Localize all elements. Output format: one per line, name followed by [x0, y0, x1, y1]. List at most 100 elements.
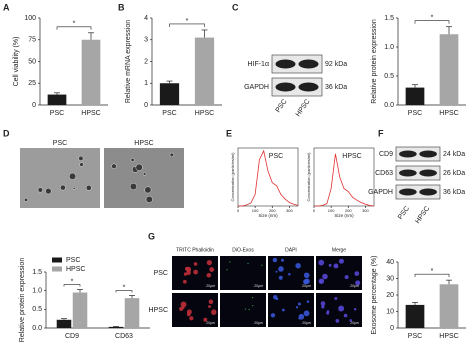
scale-label: 20μm [350, 284, 359, 288]
significance: * [123, 284, 126, 291]
cell [295, 262, 301, 269]
y-tick-label: 50 [28, 58, 36, 65]
cell [278, 266, 284, 272]
x-axis-label: Size (nm) [258, 213, 278, 218]
panel-letter: F [378, 128, 384, 138]
panel-letter: C [232, 2, 239, 12]
lane-label: HPSC [414, 205, 431, 225]
vesicle [60, 184, 66, 191]
blot-row-label: CD63 [375, 170, 393, 177]
legend-swatch [52, 257, 62, 263]
vesicle [145, 195, 153, 203]
lane-label: PSC [275, 98, 289, 114]
y-tick-label: 2 [144, 58, 148, 65]
y-tick-label: 0.5 [32, 306, 42, 313]
cell [333, 263, 339, 269]
y-axis-label: Relative mRNA expression [125, 20, 132, 103]
x-tick-label: 100 [328, 208, 335, 213]
plot-label: HPSC [342, 153, 361, 160]
significance-bracket [115, 290, 133, 293]
blot-band [298, 59, 319, 69]
cell [334, 297, 338, 300]
y-tick-label: 1 [144, 80, 148, 87]
cell [229, 261, 231, 263]
cell [208, 305, 211, 309]
y-tick-label: 20 [386, 292, 394, 299]
cell [247, 262, 249, 265]
y-axis-label: Concentration (particles/ml) [306, 152, 311, 202]
blot-frame [395, 146, 441, 162]
cell [288, 272, 291, 276]
blot-frame [271, 54, 323, 74]
blot-band [419, 150, 437, 158]
cell [248, 308, 250, 311]
cell [353, 307, 357, 311]
y-tick-label: 100 [24, 15, 36, 22]
significance-bracket [169, 23, 205, 27]
scale-label: 20μm [302, 321, 311, 325]
cell [181, 306, 185, 310]
vesicle [111, 163, 117, 169]
scale-label: 20μm [206, 321, 215, 325]
cell [261, 264, 263, 266]
cell [209, 267, 215, 272]
blot-band [399, 150, 417, 158]
y-tick-label: 30 [386, 275, 394, 282]
y-tick-label: 0 [144, 102, 148, 109]
cell [203, 317, 208, 322]
panel-letter: B [118, 2, 125, 12]
cell [354, 271, 360, 276]
x-tick-label: 0 [313, 208, 316, 213]
cell [338, 305, 345, 312]
cell [244, 308, 246, 310]
vesicle [142, 172, 147, 176]
cell [270, 313, 276, 318]
tem-image [20, 148, 100, 208]
cell [303, 310, 310, 317]
bar [124, 298, 140, 328]
y-axis-label: Exosome percentage (%) [371, 256, 378, 335]
bar [439, 34, 459, 105]
blot-size-label: 24 kDa [443, 151, 465, 158]
x-tick-label: PSC [408, 333, 422, 340]
fluor-image [220, 256, 266, 290]
y-tick-label: 4 [144, 15, 148, 22]
vesicle [72, 186, 76, 190]
x-tick-label: HPSC [439, 333, 458, 340]
blot-frame [395, 165, 441, 181]
blot-band [275, 59, 296, 69]
size-curve [238, 149, 299, 207]
bar [405, 304, 425, 328]
cell [297, 302, 301, 306]
size-curve [314, 153, 375, 207]
cell [208, 299, 214, 305]
blot-band [419, 188, 437, 196]
cell [189, 316, 194, 321]
blot-row-label: HIF-1α [247, 61, 269, 68]
cell [183, 272, 188, 276]
y-tick-label: 0.0 [384, 102, 394, 109]
cell [252, 305, 254, 307]
cell [338, 258, 344, 264]
bar [194, 37, 215, 106]
y-axis-label: Concentration (particles/ml) [230, 152, 235, 202]
cell [186, 312, 191, 317]
plot-label: PSC [269, 153, 283, 160]
scale-label: 20μm [302, 284, 311, 288]
column-header: DAPI [285, 247, 297, 253]
column-header: DiO-Exos [232, 247, 254, 253]
vesicle [85, 184, 92, 191]
y-tick-label: 1.0 [32, 288, 42, 295]
bar [439, 284, 459, 328]
cell [226, 269, 228, 271]
blot-row-label: CD9 [379, 151, 393, 158]
blot-size-label: 92 kDa [325, 61, 347, 68]
cell [193, 262, 198, 266]
blot-size-label: 36 kDa [325, 84, 347, 91]
scale-label: 20μm [254, 284, 263, 288]
vesicle [169, 152, 174, 158]
legend-label: HPSC [66, 266, 85, 273]
cell [321, 305, 325, 309]
panel-letter: G [148, 231, 155, 241]
